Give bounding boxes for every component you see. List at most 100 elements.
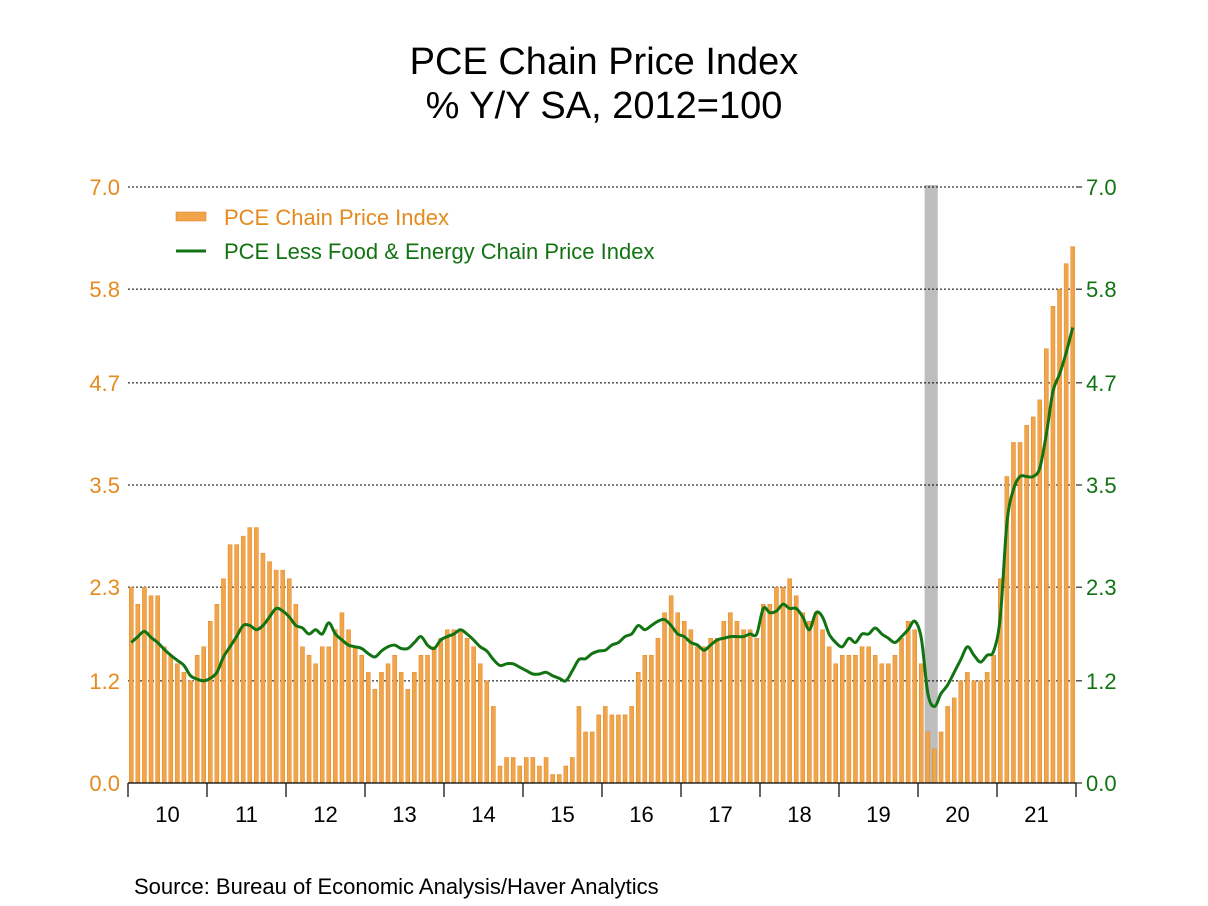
bar — [333, 629, 338, 784]
bar — [859, 646, 865, 784]
bar — [313, 663, 318, 784]
bar — [662, 612, 667, 784]
x-tick-label: 20 — [945, 802, 969, 827]
bar — [491, 706, 496, 784]
x-tick-label: 11 — [235, 802, 258, 827]
bar — [635, 672, 641, 784]
bar — [965, 672, 970, 784]
bar — [445, 629, 450, 784]
bar — [471, 646, 476, 784]
y-tick-label-left: 1.2 — [89, 669, 120, 694]
bar — [148, 595, 154, 784]
bar — [925, 731, 931, 784]
bar — [695, 646, 700, 784]
bar — [971, 680, 977, 784]
bar — [142, 586, 147, 784]
bar — [366, 672, 371, 784]
bar — [846, 655, 852, 784]
bar — [886, 663, 891, 784]
y-tick-label-right: 1.2 — [1086, 669, 1117, 694]
bar — [352, 646, 358, 784]
bar — [510, 757, 516, 784]
bar — [155, 595, 160, 784]
bar — [932, 748, 937, 784]
bar — [800, 612, 806, 784]
bar — [642, 655, 648, 784]
bar — [504, 757, 509, 784]
bar — [701, 646, 707, 784]
bar — [319, 646, 325, 784]
bar — [629, 706, 634, 784]
bar — [280, 569, 285, 784]
bar — [761, 604, 766, 784]
bar — [1024, 425, 1029, 784]
x-tick-label: 17 — [708, 802, 732, 827]
bar — [721, 621, 727, 784]
bar — [774, 586, 779, 784]
bar — [708, 638, 713, 784]
bar — [227, 544, 233, 784]
bar — [530, 757, 536, 784]
bar — [405, 689, 411, 784]
line-layer — [130, 327, 1075, 708]
y-tick-label-left: 4.7 — [89, 371, 120, 396]
bar — [201, 646, 206, 784]
bar — [1030, 416, 1036, 784]
x-tick-label: 21 — [1024, 802, 1048, 827]
y-tick-label-left: 2.3 — [89, 575, 120, 600]
legend: PCE Chain Price Index PCE Less Food & Ene… — [175, 205, 654, 264]
x-tick-label: 19 — [866, 802, 890, 827]
bar — [833, 663, 838, 784]
bar — [221, 578, 226, 784]
bar — [346, 629, 351, 784]
bar — [793, 595, 799, 784]
bar — [596, 714, 601, 784]
bar — [254, 527, 259, 784]
bar — [234, 544, 239, 784]
x-tick-label: 14 — [471, 802, 495, 827]
y-tick-label-left: 3.5 — [89, 473, 120, 498]
bar — [589, 731, 595, 784]
bar — [675, 612, 680, 784]
recession-shading-layer — [924, 185, 938, 783]
bar — [872, 655, 878, 784]
bar — [260, 552, 266, 784]
bar — [1017, 442, 1023, 784]
y-tick-label-right: 0.0 — [1086, 771, 1117, 796]
bar — [734, 621, 740, 784]
bar — [938, 731, 944, 784]
y-tick-label-left: 7.0 — [89, 175, 120, 200]
bar — [129, 586, 134, 784]
bar — [168, 655, 174, 784]
bar — [550, 774, 555, 784]
bar — [385, 663, 391, 784]
bar — [655, 638, 661, 784]
bar — [1063, 263, 1069, 784]
bar — [135, 604, 141, 784]
bar — [813, 612, 819, 784]
bar — [622, 714, 628, 784]
bar — [912, 629, 917, 784]
bar — [477, 663, 483, 784]
bar — [951, 697, 957, 784]
bar — [899, 638, 904, 784]
bar — [359, 655, 364, 784]
bar — [609, 714, 615, 784]
bar — [840, 655, 845, 784]
bar — [451, 629, 457, 784]
bar — [747, 629, 753, 784]
x-tick-label: 15 — [550, 802, 574, 827]
bar — [300, 646, 305, 784]
gridlines-layer — [128, 186, 1076, 682]
bar — [978, 680, 983, 784]
bars-layer — [129, 246, 1075, 784]
bar — [379, 672, 384, 784]
bar — [392, 655, 397, 784]
series-line-core-pce — [130, 327, 1075, 708]
bar — [807, 621, 812, 784]
bar — [240, 535, 246, 784]
bar — [1050, 306, 1056, 784]
bar — [905, 621, 911, 784]
bar — [537, 765, 542, 784]
